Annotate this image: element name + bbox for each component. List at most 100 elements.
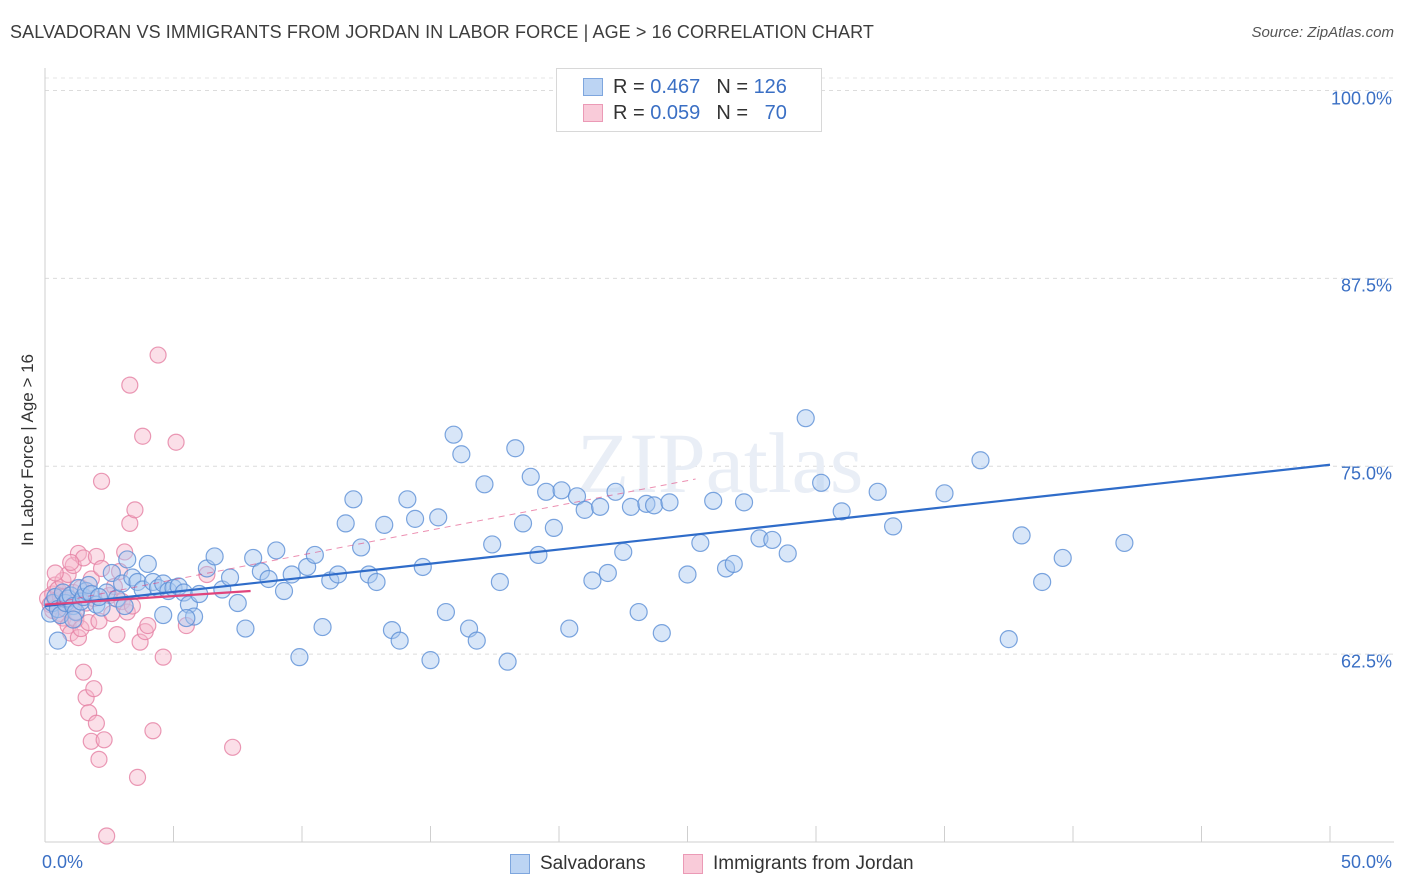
salvadoran-point — [112, 574, 132, 593]
jordan-point — [82, 732, 100, 750]
chart-title: SALVADORAN VS IMMIGRANTS FROM JORDAN IN … — [10, 22, 874, 42]
salvadoran-point — [583, 571, 602, 590]
salvadoran-point — [444, 425, 463, 444]
salvadoran-point — [421, 651, 440, 670]
salvadoran-point — [498, 652, 517, 671]
salvadoran-point — [637, 494, 656, 513]
legend-n-value: 126 — [753, 75, 787, 98]
salvadoran-point — [812, 473, 831, 492]
stats-legend: R = 0.467 N = 126 R = 0.059 N = 70 — [556, 68, 822, 132]
salvadoran-point — [429, 508, 448, 527]
salvadoran-point — [724, 554, 743, 574]
salvadoran-point — [375, 515, 394, 534]
salvadoran-point — [529, 545, 548, 565]
salvadoran-point — [591, 497, 610, 516]
salvadoran-point — [367, 572, 386, 592]
salvadoran-point — [177, 608, 196, 628]
y-tick-label: 75.0% — [1340, 463, 1392, 484]
bottom-legend-salvadorans: Salvadorans — [510, 852, 646, 876]
y-tick-label: 100.0% — [1330, 88, 1392, 109]
legend-row-jordan: R = 0.059 N = 70 — [583, 101, 787, 125]
jordan-point — [154, 648, 172, 666]
jordan-point — [74, 663, 93, 681]
bottom-legend-label: Immigrants from Jordan — [713, 853, 914, 874]
jordan-trend-line — [44, 589, 251, 606]
salvadoran-point — [796, 409, 815, 428]
y-tick-label: 62.5% — [1340, 651, 1392, 672]
salvadoran-point — [89, 587, 109, 607]
legend-row-salvadorans: R = 0.467 N = 126 — [583, 75, 787, 99]
bottom-legend-label: Salvadorans — [540, 853, 646, 874]
jordan-point — [121, 376, 139, 394]
salvadoran-point — [763, 530, 782, 550]
salvadoran-point — [390, 631, 409, 650]
legend-r-label: R = — [613, 101, 645, 124]
source-label: Source: ZipAtlas.com — [1251, 24, 1394, 41]
salvadoran-point — [537, 482, 556, 501]
jordan-point — [134, 427, 152, 445]
jordan-point — [92, 472, 111, 490]
bottom-legend-jordan: Immigrants from Jordan — [683, 852, 914, 876]
salvadoran-point — [398, 490, 417, 509]
axes — [44, 68, 1394, 843]
salvadoran-point — [267, 541, 286, 560]
jordan-point — [85, 680, 103, 698]
salvadoran-point — [228, 593, 247, 613]
jordan-point — [144, 722, 162, 740]
salvadoran-point — [629, 602, 648, 622]
salvadoran-point — [352, 538, 371, 557]
salvadoran-point — [344, 490, 363, 509]
legend-n-label: N = — [716, 101, 748, 124]
bottom-legend-swatch-pink — [683, 854, 703, 874]
salvadoran-point — [868, 482, 887, 501]
salvadoran-point — [336, 514, 355, 533]
trend-lines — [44, 463, 1331, 608]
salvadoran-point — [644, 496, 664, 515]
salvadoran-point — [48, 631, 67, 650]
y-tick-label: 87.5% — [1340, 275, 1392, 296]
jordan-point — [46, 564, 64, 582]
salvadoran-point — [251, 562, 270, 581]
salvadoran-point — [118, 550, 137, 569]
salvadoran-point — [490, 572, 509, 592]
salvadoran-point — [220, 568, 240, 587]
salvadoran-point — [259, 569, 278, 589]
salvadoran-point — [971, 451, 990, 470]
salvadoran-point — [704, 491, 723, 510]
series-jordan — [38, 346, 242, 845]
jordan-point — [139, 616, 157, 635]
salvadoran-point — [138, 554, 157, 574]
salvadoran-point — [660, 493, 679, 512]
salvadoran-point — [598, 563, 617, 583]
salvadoran-point — [154, 605, 173, 625]
jordan-point — [90, 750, 108, 768]
salvadoran-point — [575, 500, 594, 519]
jordan-point — [167, 433, 185, 451]
salvadoran-point — [274, 581, 294, 601]
jordan-point — [95, 731, 113, 749]
x-tick-label-max: 50.0% — [1340, 852, 1392, 872]
salvadoran-point — [606, 482, 625, 501]
jordan-point — [98, 827, 116, 845]
salvadoran-point — [506, 439, 525, 458]
salvadoran-point — [236, 619, 255, 638]
salvadoran-point — [1053, 548, 1072, 568]
jordan-point — [74, 549, 93, 567]
salvadoran-point — [184, 607, 204, 626]
jordan-point — [126, 501, 144, 519]
salvadoran-point — [205, 547, 224, 566]
salvadoran-point — [734, 493, 754, 512]
salvadoran-point — [436, 602, 456, 622]
salvadoran-point — [883, 517, 903, 536]
salvadorans-trend-line — [44, 463, 1331, 608]
salvadoran-point — [999, 630, 1018, 649]
legend-swatch-pink — [583, 104, 603, 122]
jordan-point — [131, 633, 149, 651]
jordan-point — [108, 625, 126, 644]
salvadoran-point — [64, 610, 83, 629]
series-salvadorans — [41, 409, 1134, 671]
salvadoran-point — [1033, 572, 1052, 592]
salvadoran-point — [778, 544, 797, 563]
salvadoran-point — [652, 623, 671, 643]
